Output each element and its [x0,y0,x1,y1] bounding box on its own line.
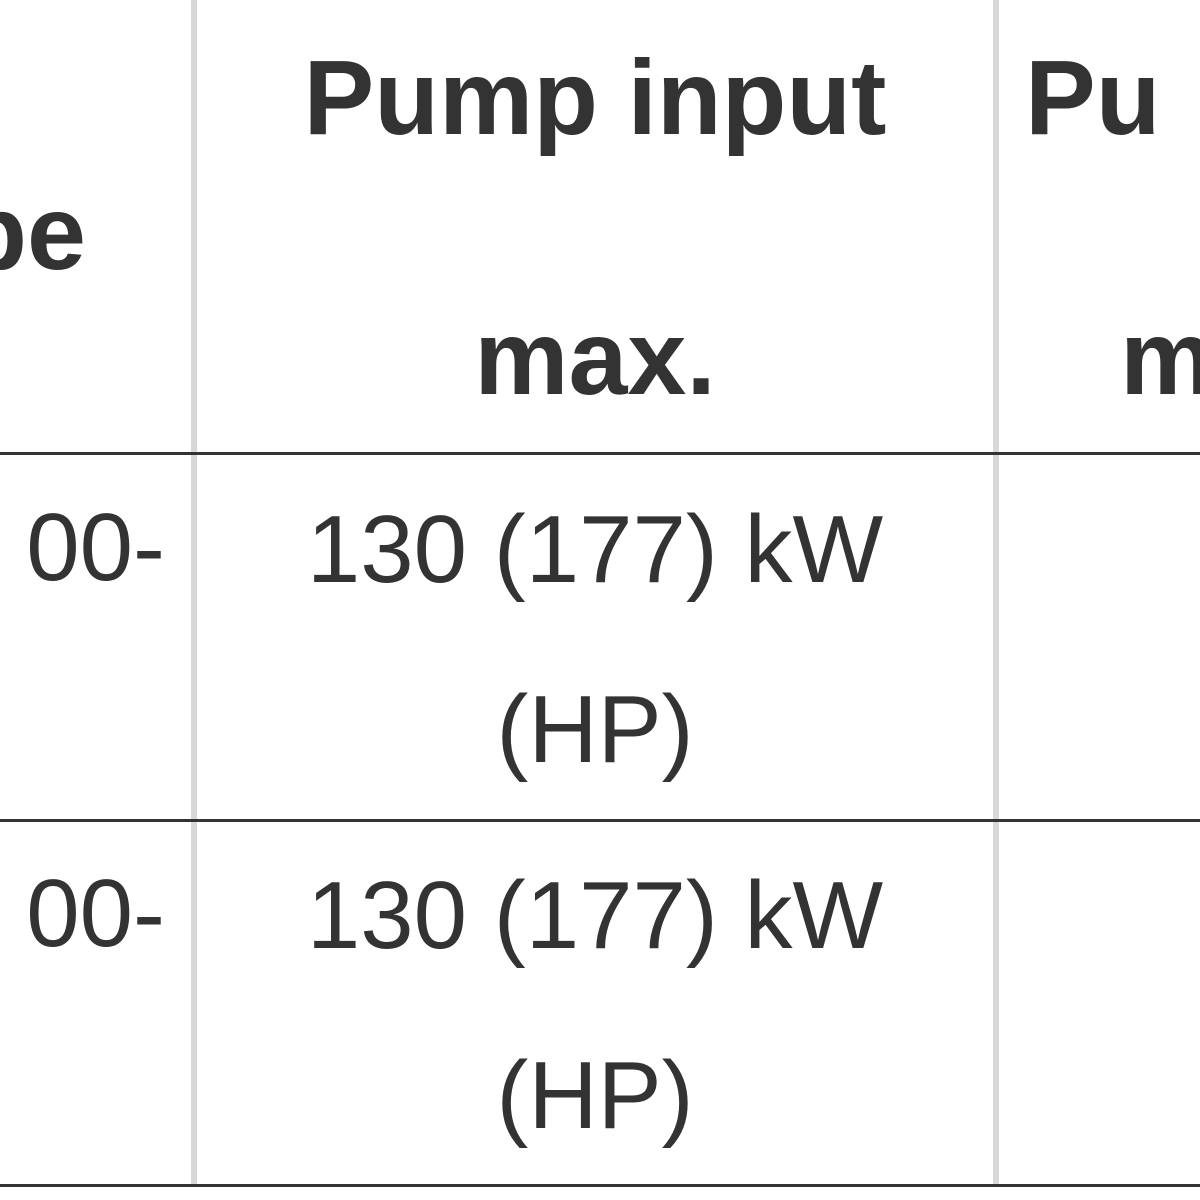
header-cell: max. [474,299,716,417]
table-cell: 00- [26,860,165,967]
column-border [191,0,197,1185]
header-cell: pe [0,174,86,292]
header-cell: m [1120,299,1200,417]
header-cell: Pump input [303,39,887,157]
table-cell: 130 (177) kW (HP) [306,496,884,783]
header-cell: Pu [1025,39,1161,157]
row-border [0,452,1200,455]
table-cell: 130 (177) kW (HP) [306,862,884,1149]
table-cell: 00- [26,494,165,601]
row-border [0,819,1200,822]
column-border [993,0,999,1185]
row-border [0,1184,1200,1187]
